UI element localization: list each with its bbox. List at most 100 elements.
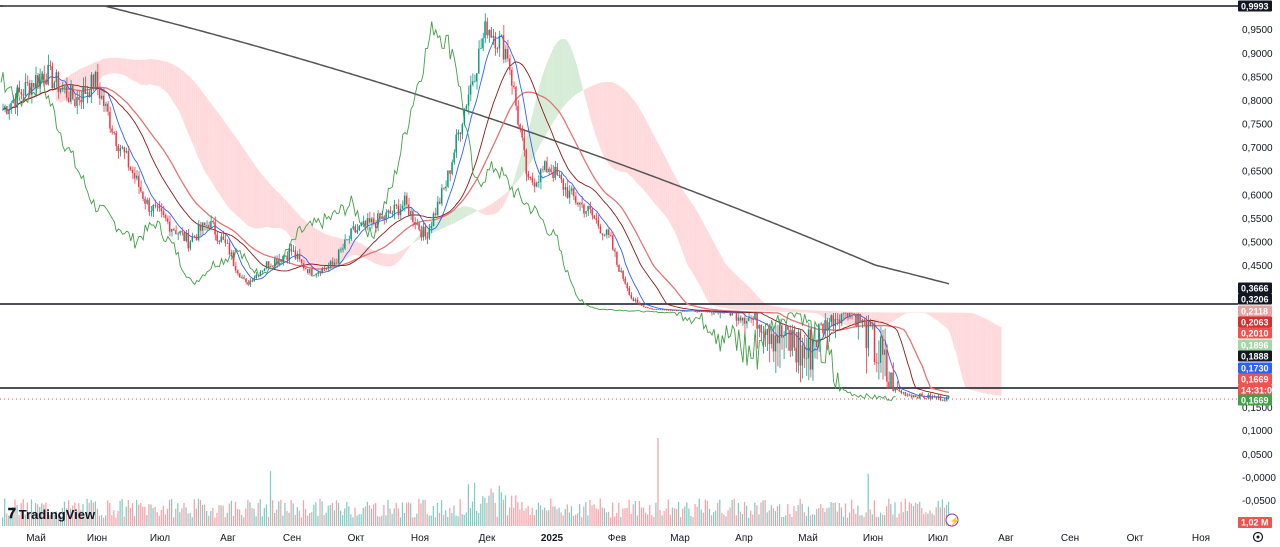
- candle-body: [502, 35, 505, 60]
- candle-body: [587, 206, 589, 212]
- price-badge: [1238, 350, 1272, 362]
- kumo-segment: [506, 190, 509, 199]
- volume-bar: [88, 502, 90, 526]
- volume-bar: [593, 504, 595, 526]
- volume-bar: [894, 502, 896, 526]
- ma200-line[interactable]: [3, 5, 950, 285]
- kumo-segment: [900, 312, 903, 317]
- kumo-segment: [243, 147, 246, 223]
- volume-bar: [206, 511, 208, 526]
- candle-body: [816, 340, 818, 348]
- candle-body: [107, 103, 109, 112]
- candle-body: [160, 208, 163, 212]
- kumo-segment: [706, 229, 709, 303]
- volume-bar: [764, 499, 766, 526]
- volume-bar: [92, 502, 94, 526]
- candle-body: [741, 317, 744, 321]
- volume-bar: [203, 504, 206, 526]
- kumo-segment: [776, 306, 779, 312]
- candle-body: [579, 202, 581, 205]
- volume-bar: [519, 509, 521, 526]
- price-axis: 0,9500 0,9000 0,8500 0,8000 0,7500 0,7000 0,65…: [1242, 25, 1276, 507]
- candle-body: [857, 314, 859, 326]
- candle-body: [311, 268, 313, 277]
- candle-body: [560, 174, 562, 180]
- candle-body: [403, 195, 406, 206]
- volume-bar: [917, 503, 919, 526]
- lightning-glyph: ⚡: [949, 515, 960, 527]
- time-axis-label: Сен: [283, 533, 301, 544]
- volume-bar: [704, 499, 706, 526]
- volume-bar: [925, 512, 927, 526]
- candle-body: [745, 320, 748, 324]
- kumo-segment: [682, 188, 685, 257]
- kumo-segment: [822, 310, 825, 318]
- candle-body: [805, 358, 808, 360]
- volume-bar: [20, 503, 22, 526]
- candle-body: [445, 186, 447, 189]
- volume-bar: [296, 507, 298, 526]
- kumo-segment: [735, 274, 738, 310]
- kumo-segment: [935, 312, 938, 321]
- time-axis-label: Сен: [1061, 533, 1079, 544]
- volume-bar: [713, 512, 715, 526]
- candle-body: [772, 333, 775, 352]
- volume-bar: [844, 503, 847, 526]
- tenkan-line[interactable]: [2, 35, 950, 399]
- candle-body: [170, 228, 173, 232]
- volume-bar: [945, 504, 948, 526]
- volume-bar: [228, 503, 230, 526]
- volume-bar: [298, 510, 301, 526]
- volume-bar: [125, 506, 127, 526]
- time-axis-label: Ноя: [411, 533, 429, 544]
- kumo-segment: [544, 65, 547, 138]
- volume-bar: [725, 516, 727, 526]
- candle-body: [651, 308, 653, 310]
- volume-bar: [756, 505, 758, 526]
- kumo-segment: [980, 316, 983, 394]
- kumo-segment: [599, 82, 602, 152]
- volume-bar: [14, 499, 16, 526]
- kumo-segment: [127, 59, 130, 79]
- candle-body: [185, 233, 187, 242]
- kumo-segment: [686, 194, 689, 267]
- kumo-segment: [247, 153, 250, 227]
- tradingview-logo[interactable]: 𝟕 TradingView: [8, 506, 95, 522]
- volume-bar: [515, 495, 517, 526]
- kumo-segment: [638, 107, 641, 188]
- chikou-line[interactable]: [0, 21, 896, 402]
- volume-bar: [531, 507, 533, 526]
- candle-body: [416, 223, 418, 225]
- volume-bar: [323, 514, 325, 526]
- candle-body: [791, 329, 793, 351]
- kumo-segment: [809, 310, 812, 313]
- kumo-segment: [220, 115, 223, 200]
- kumo-segment: [434, 218, 437, 233]
- lightning-icon[interactable]: [945, 513, 959, 527]
- volume-bar: [762, 500, 764, 526]
- candle-body: [609, 234, 612, 236]
- volume-bar: [910, 503, 913, 526]
- kumo-segment: [976, 314, 979, 393]
- volume-bar: [496, 516, 498, 526]
- volume-bar: [166, 508, 169, 526]
- volume-bar: [912, 506, 915, 526]
- settings-icon[interactable]: [1252, 531, 1264, 543]
- kijun-line[interactable]: [2, 61, 950, 397]
- candle-body: [168, 221, 171, 232]
- kumo-segment: [554, 43, 557, 121]
- candle-body: [663, 309, 665, 311]
- volume-bar: [47, 508, 49, 526]
- candle-body: [438, 201, 441, 204]
- kumo-segment: [228, 127, 231, 211]
- kumo-segment: [572, 52, 575, 98]
- kumo-segment: [478, 209, 481, 213]
- volume-bar: [710, 515, 713, 526]
- ma50-line[interactable]: [2, 86, 950, 393]
- kumo-segment: [447, 212, 450, 227]
- volume-bar: [805, 515, 807, 526]
- kumo-segment: [88, 64, 91, 88]
- kumo-segment: [517, 161, 520, 182]
- kumo-segment: [286, 200, 289, 235]
